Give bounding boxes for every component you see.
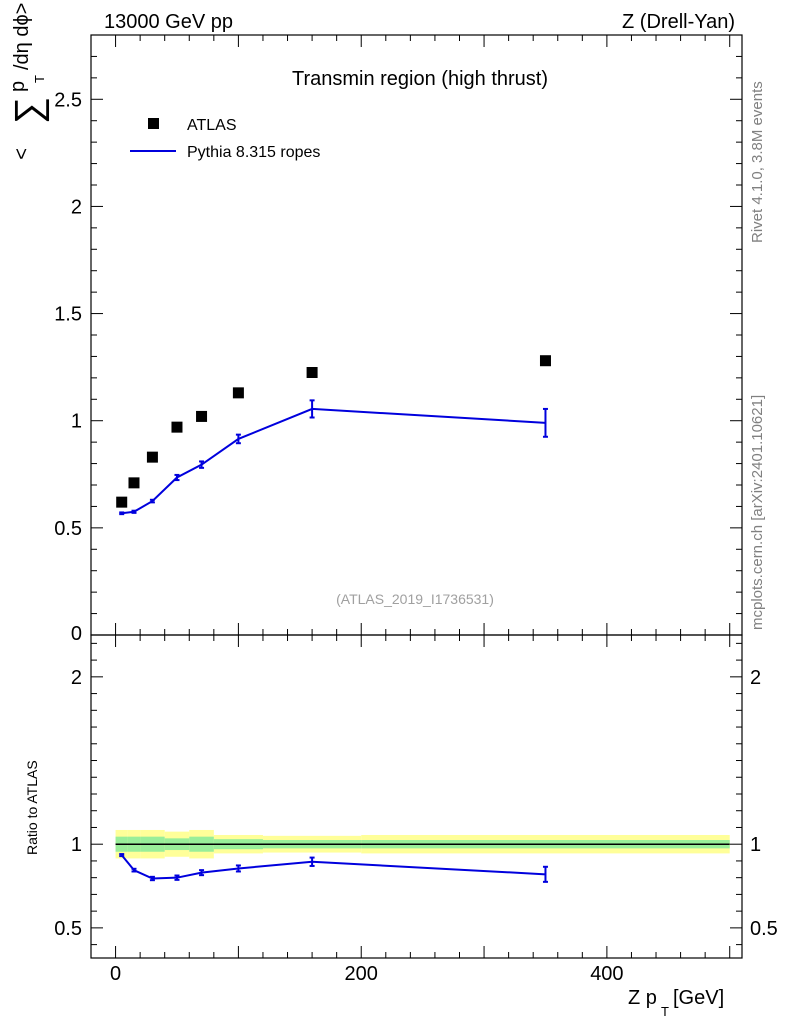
main-ylabel-sub: T bbox=[32, 75, 47, 83]
ratio-ytick-label-right: 0.5 bbox=[750, 918, 778, 940]
watermark: (ATLAS_2019_I1736531) bbox=[336, 591, 494, 607]
ratio-xlabel: Z p T [GeV] bbox=[628, 987, 724, 1019]
ratio-ytick-label-right: 1 bbox=[750, 834, 761, 856]
main-title: Transmin region (high thrust) bbox=[292, 68, 548, 90]
energy-label: 13000 GeV pp bbox=[104, 11, 233, 33]
main-ytick-label: 0.5 bbox=[54, 518, 82, 540]
main-ylabel-open: < bbox=[11, 148, 33, 160]
ratio-ticks: 0 200 400 0.5 0.5 1 1 2 2 bbox=[54, 635, 778, 985]
main-ylabel-rest: /dη dϕ> [GeV] bbox=[11, 0, 33, 70]
legend-mc-label: Pythia 8.315 ropes bbox=[187, 144, 320, 161]
ratio-bands bbox=[115, 829, 730, 859]
process-label: Z (Drell-Yan) bbox=[622, 11, 735, 33]
main-ytick-label: 1.5 bbox=[54, 304, 82, 326]
ratio-ylabel: Ratio to ATLAS bbox=[24, 760, 40, 855]
atlas-point bbox=[196, 410, 208, 422]
atlas-point bbox=[171, 421, 183, 433]
ratio-ytick-label-left: 1 bbox=[71, 834, 82, 856]
ratio-ytick-label-left: 2 bbox=[71, 667, 82, 689]
main-ticks: 0.5 1 1.5 2 2.5 0 bbox=[54, 35, 742, 645]
atlas-point bbox=[539, 355, 551, 367]
mc-line bbox=[121, 407, 546, 515]
main-ylabel-sum: ∑ bbox=[8, 97, 50, 124]
main-ylabel: < ∑ p T /dη dϕ> [GeV] bbox=[7, 0, 50, 160]
main-ytick-label: 1 bbox=[71, 411, 82, 433]
ratio-frame bbox=[90, 634, 743, 959]
ratio-xtick-label: 400 bbox=[590, 963, 623, 985]
legend: ATLAS Pythia 8.315 ropes bbox=[130, 117, 320, 161]
ratio-panel: 0 200 400 0.5 0.5 1 1 2 2 Ratio to ATLAS Z p T [… bbox=[24, 634, 778, 1019]
main-ytick-label-zero: 0 bbox=[71, 623, 82, 645]
main-ylabel-p: p bbox=[7, 81, 29, 92]
atlas-point bbox=[128, 477, 140, 489]
ratio-mc-line bbox=[120, 854, 546, 880]
atlas-point bbox=[306, 367, 318, 378]
main-ytick-label: 2 bbox=[71, 196, 82, 218]
mcplots-label: mcplots.cern.ch [arXiv:2401.10621] bbox=[749, 395, 766, 630]
ratio-xlabel-sub: T bbox=[661, 1004, 669, 1019]
ratio-ytick-label-left: 0.5 bbox=[54, 918, 82, 940]
ratio-xlabel-main: Z p bbox=[628, 987, 657, 1009]
atlas-point bbox=[146, 451, 158, 463]
ratio-ytick-label-right: 2 bbox=[750, 667, 761, 689]
legend-atlas-label: ATLAS bbox=[187, 117, 237, 134]
main-ytick-label: 2.5 bbox=[54, 89, 82, 111]
ratio-series bbox=[119, 853, 548, 883]
ratio-xtick-label: 200 bbox=[345, 963, 378, 985]
ratio-xtick-label: 0 bbox=[110, 963, 121, 985]
ratio-xlabel-unit: [GeV] bbox=[673, 987, 724, 1009]
atlas-point bbox=[232, 387, 244, 399]
rivet-label: Rivet 4.1.0, 3.8M events bbox=[749, 81, 766, 243]
main-series bbox=[116, 355, 551, 516]
legend-atlas-marker bbox=[148, 118, 159, 129]
atlas-point bbox=[116, 496, 128, 508]
main-panel: 0.5 1 1.5 2 2.5 0 Transmin region (high thrus… bbox=[7, 0, 743, 645]
